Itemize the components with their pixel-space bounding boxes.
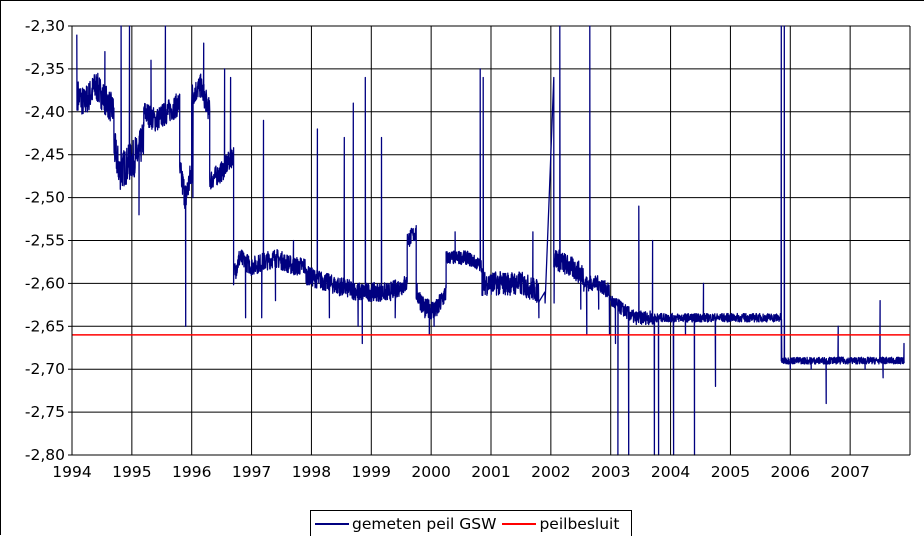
y-tick-label: -2,70 — [25, 360, 65, 378]
legend-swatch-peilbesluit — [502, 522, 537, 525]
legend-item-gemeten: gemeten peil GSW — [315, 515, 496, 533]
y-tick-label: -2,50 — [25, 189, 65, 207]
y-tick-label: -2,60 — [25, 274, 65, 292]
x-tick-label: 1995 — [112, 463, 151, 481]
x-tick-label: 2000 — [411, 463, 450, 481]
x-tick-label: 2007 — [830, 463, 869, 481]
x-tick-label: 2004 — [651, 463, 690, 481]
y-tick-label: -2,45 — [25, 146, 65, 164]
legend-label-peilbesluit: peilbesluit — [539, 514, 620, 533]
x-tick-label: 2001 — [471, 463, 510, 481]
y-tick-label: -2,75 — [25, 403, 65, 421]
legend: gemeten peil GSW peilbesluit — [310, 510, 633, 536]
y-tick-label: -2,30 — [25, 17, 65, 35]
y-tick-label: -2,40 — [25, 103, 65, 121]
legend-item-peilbesluit: peilbesluit — [502, 515, 619, 533]
x-tick-label: 2003 — [591, 463, 630, 481]
legend-swatch-gemeten — [315, 522, 349, 525]
x-tick-label: 1998 — [292, 463, 331, 481]
y-tick-label: -2,80 — [25, 446, 65, 464]
x-tick-label: 1996 — [172, 463, 211, 481]
y-tick-label: -2,55 — [25, 232, 65, 250]
x-tick-label: 2005 — [711, 463, 750, 481]
x-tick-label: 2002 — [531, 463, 570, 481]
y-tick-label: -2,65 — [25, 317, 65, 335]
x-tick-label: 2006 — [771, 463, 810, 481]
x-tick-label: 1997 — [232, 463, 271, 481]
series-line-gemeten — [76, 25, 905, 456]
x-tick-label: 1999 — [352, 463, 391, 481]
x-tick-label: 1994 — [52, 463, 91, 481]
y-tick-label: -2,35 — [25, 60, 65, 78]
legend-label-gemeten: gemeten peil GSW — [352, 514, 497, 533]
